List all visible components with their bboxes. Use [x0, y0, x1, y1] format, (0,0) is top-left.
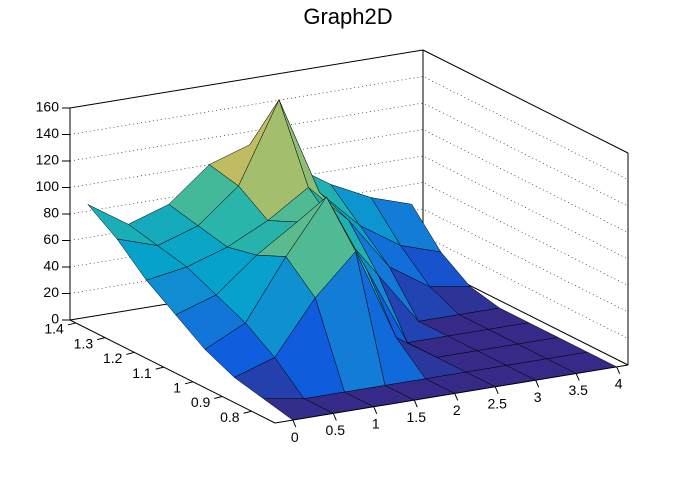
x-tick — [413, 399, 418, 408]
y-tick-label: 1.3 — [74, 335, 94, 351]
x-tick — [575, 373, 580, 381]
y-axis — [69, 319, 276, 424]
x-tick — [332, 413, 337, 421]
x-tick-label: 1.5 — [407, 409, 427, 425]
y-tick-label: 0.9 — [191, 394, 211, 410]
z-tick-label: 60 — [43, 231, 59, 247]
y-tick — [155, 366, 164, 370]
z-tick-label: 80 — [43, 205, 59, 221]
x-tick-label: 4 — [615, 376, 623, 392]
z-tick-label: 120 — [36, 152, 60, 168]
z-tick-label: 20 — [43, 284, 59, 300]
x-tick-label: 3 — [534, 389, 542, 405]
x-tick — [616, 366, 621, 375]
x-tick — [292, 419, 297, 428]
box-edge — [69, 49, 424, 109]
x-tick-label: 2 — [453, 402, 461, 418]
y-tick — [214, 396, 223, 399]
y-tick-label: 1.2 — [103, 350, 123, 366]
x-axis — [274, 364, 629, 424]
x-tick-label: 0.5 — [326, 422, 346, 438]
x-tick-label: 0 — [291, 429, 299, 445]
y-tick-label: 1.4 — [44, 321, 64, 337]
y-tick-label: 1 — [173, 380, 181, 396]
x-tick-label: 1 — [372, 415, 380, 431]
z-tick-label: 140 — [36, 125, 60, 141]
y-tick — [184, 381, 194, 385]
chart-title: Graph2D — [303, 4, 392, 29]
y-tick-label: 1.1 — [132, 365, 152, 381]
grid-line — [69, 76, 629, 180]
y-tick — [97, 337, 106, 341]
x-tick-label: 2.5 — [487, 396, 507, 412]
y-tick — [126, 351, 135, 355]
x-tick-label: 3.5 — [568, 382, 588, 398]
y-tick — [67, 322, 76, 326]
z-tick-label: 100 — [36, 178, 60, 194]
z-tick-label: 0 — [51, 311, 59, 327]
y-tick-label: 0.8 — [220, 409, 240, 425]
grid-line — [69, 49, 629, 154]
x-tick — [373, 406, 378, 414]
x-tick — [454, 393, 459, 401]
x-tick — [535, 379, 540, 388]
z-tick-label: 40 — [43, 258, 59, 274]
z-tick-label: 160 — [36, 99, 60, 115]
y-tick — [243, 410, 252, 414]
x-tick — [494, 386, 499, 395]
